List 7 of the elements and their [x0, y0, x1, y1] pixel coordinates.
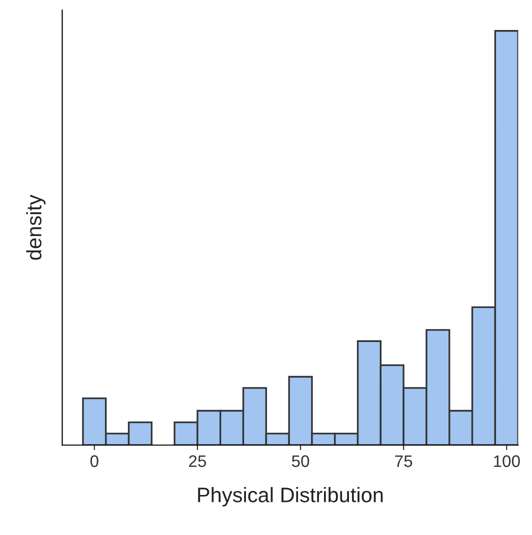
x-tick-label: 0 [90, 455, 98, 468]
x-tick-label: 75 [395, 455, 412, 468]
x-tick-label: 25 [189, 455, 206, 468]
y-axis-title: density [26, 194, 46, 260]
x-tick-label: 100 [494, 455, 520, 468]
x-tick-label: 50 [292, 455, 310, 468]
x-axis-title: Physical Distribution [198, 487, 383, 506]
